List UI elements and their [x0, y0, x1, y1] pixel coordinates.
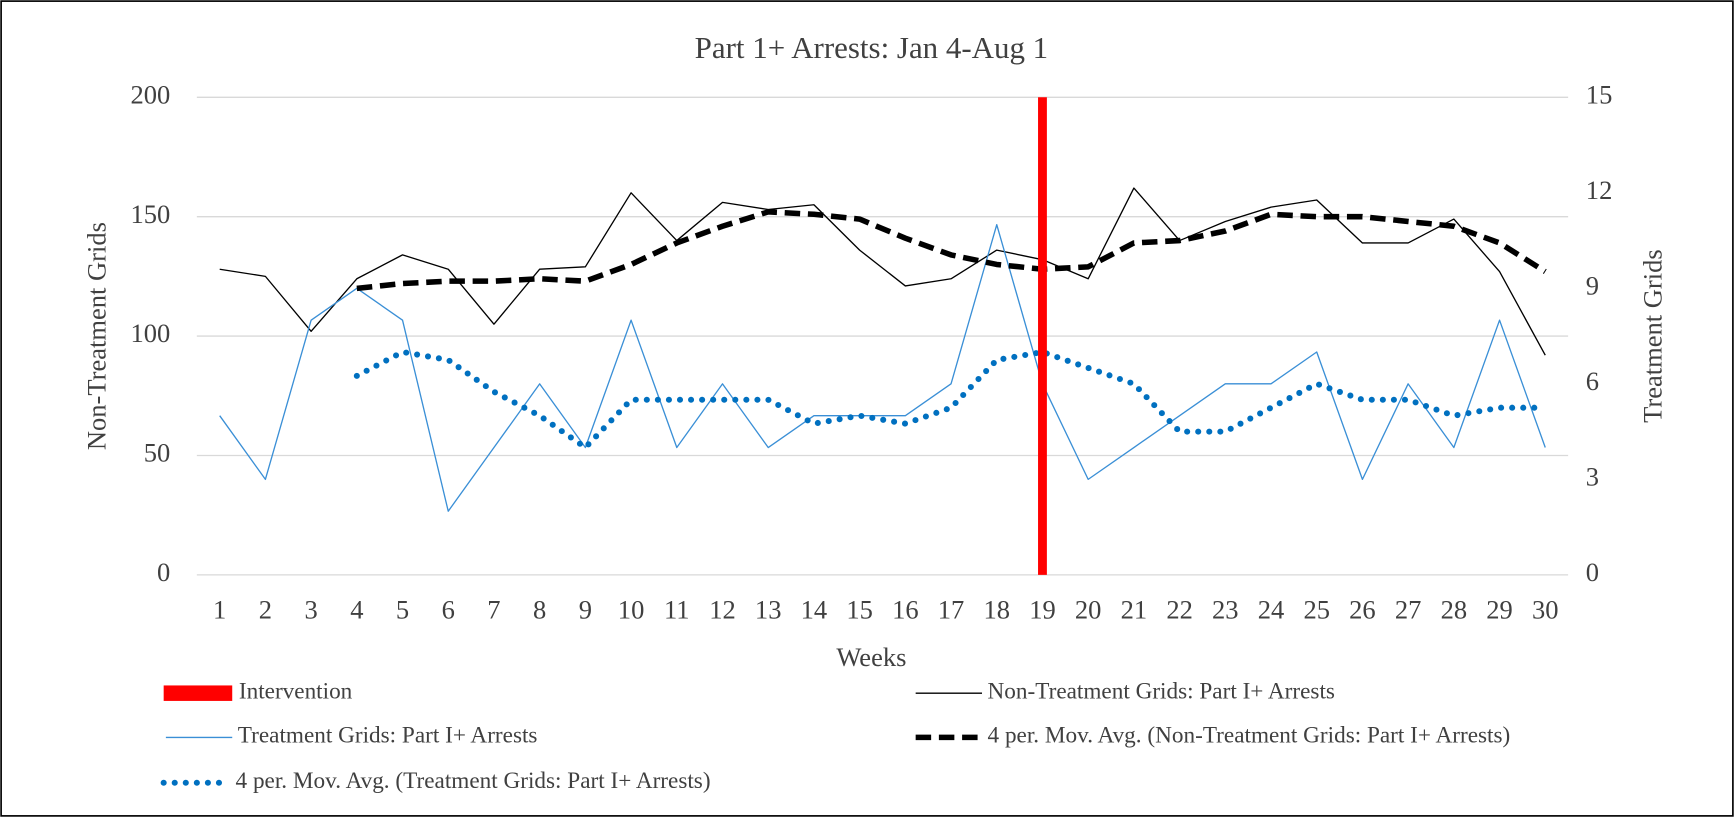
chart-title: Part 1+ Arrests: Jan 4-Aug 1 — [695, 30, 1048, 65]
x-tick-label: 11 — [664, 595, 690, 625]
x-tick-label: 13 — [755, 595, 782, 625]
y-tick-label: 0 — [157, 557, 170, 587]
y2-axis-label: Treatment Grids — [1638, 249, 1668, 423]
x-tick-label: 4 — [350, 595, 363, 625]
x-tick-label: 1 — [213, 595, 226, 625]
y-tick-label: 200 — [131, 79, 171, 109]
legend-label: Treatment Grids: Part I+ Arrests — [238, 723, 538, 749]
y2-tick-label: 3 — [1586, 461, 1599, 491]
y-tick-label: 150 — [131, 199, 171, 229]
series-line — [219, 187, 1546, 356]
x-tick-label: 25 — [1303, 595, 1330, 625]
x-tick-label: 21 — [1121, 595, 1148, 625]
y2-tick-label: 15 — [1586, 79, 1613, 109]
x-axis-label: Weeks — [836, 642, 906, 672]
x-tick-label: 17 — [938, 595, 965, 625]
y-tick-label: 100 — [131, 318, 171, 348]
y-axis-label: Non-Treatment Grids — [82, 222, 112, 450]
x-tick-label: 15 — [846, 595, 873, 625]
x-tick-label: 8 — [533, 595, 546, 625]
x-tick-label: 6 — [442, 595, 455, 625]
x-tick-label: 27 — [1395, 595, 1422, 625]
x-tick-label: 24 — [1258, 595, 1285, 625]
x-tick-label: 20 — [1075, 595, 1102, 625]
x-tick-label: 22 — [1166, 595, 1193, 625]
legend-label: Non-Treatment Grids: Part I+ Arrests — [988, 679, 1335, 705]
series-line — [353, 348, 1549, 451]
x-tick-label: 14 — [801, 595, 828, 625]
x-tick-label: 26 — [1349, 595, 1376, 625]
x-tick-label: 9 — [579, 595, 592, 625]
y2-tick-label: 9 — [1586, 270, 1599, 300]
series-line — [219, 223, 1546, 512]
x-tick-label: 19 — [1029, 595, 1056, 625]
x-tick-label: 3 — [304, 595, 317, 625]
x-tick-label: 10 — [618, 595, 645, 625]
x-tick-label: 7 — [487, 595, 500, 625]
y2-tick-label: 6 — [1586, 366, 1599, 396]
series-line — [356, 209, 1547, 292]
y-tick-label: 50 — [144, 438, 171, 468]
legend-swatch — [163, 685, 233, 701]
legend-label: Intervention — [239, 679, 353, 705]
x-tick-label: 18 — [983, 595, 1010, 625]
x-tick-label: 28 — [1441, 595, 1468, 625]
x-tick-label: 12 — [709, 595, 736, 625]
x-tick-label: 29 — [1486, 595, 1513, 625]
y2-tick-label: 0 — [1586, 557, 1599, 587]
y2-tick-label: 12 — [1586, 175, 1613, 205]
legend-label: 4 per. Mov. Avg. (Treatment Grids: Part … — [236, 768, 711, 794]
x-tick-label: 30 — [1532, 595, 1559, 625]
x-tick-label: 2 — [259, 595, 272, 625]
legend-label: 4 per. Mov. Avg. (Non-Treatment Grids: P… — [988, 723, 1511, 749]
x-tick-label: 23 — [1212, 595, 1239, 625]
x-tick-label: 5 — [396, 595, 409, 625]
x-tick-label: 16 — [892, 595, 919, 625]
